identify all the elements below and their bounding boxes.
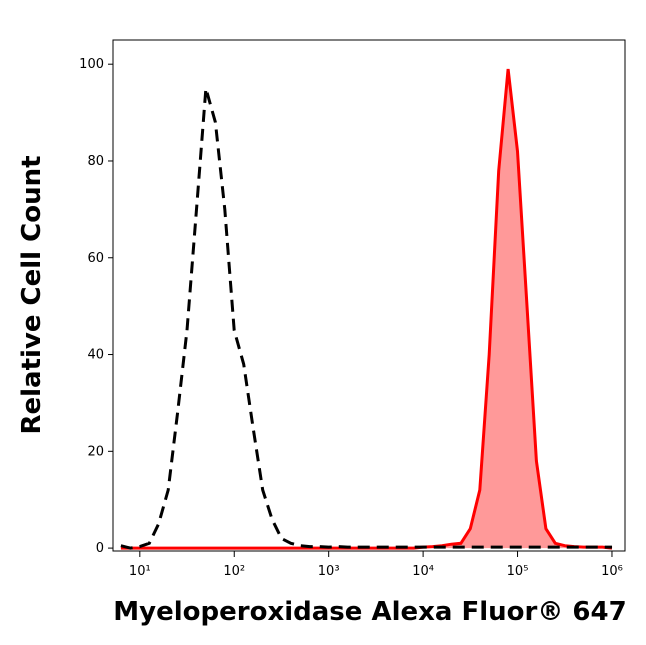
x-tick-label: 10⁴ (412, 564, 434, 579)
y-tick-label: 100 (79, 57, 104, 72)
series-area (120, 69, 613, 549)
y-tick-label: 0 (96, 541, 104, 556)
x-tick-label: 10¹ (129, 564, 151, 579)
x-axis-label: Myeloperoxidase Alexa Fluor® 647 (113, 597, 626, 627)
y-axis-label: Relative Cell Count (17, 155, 47, 434)
x-tick-label: 10² (223, 564, 245, 579)
y-tick-label: 20 (87, 444, 104, 459)
y-tick-label: 80 (87, 154, 104, 169)
series-line (120, 68, 613, 550)
plot-frame (112, 39, 626, 552)
x-tick-label: 10⁶ (601, 564, 623, 579)
x-tick-label: 10⁵ (507, 564, 529, 579)
y-tick-label: 60 (87, 251, 104, 266)
x-tick-label: 10³ (318, 564, 340, 579)
y-tick-label: 40 (87, 348, 104, 363)
series-line (120, 87, 612, 550)
